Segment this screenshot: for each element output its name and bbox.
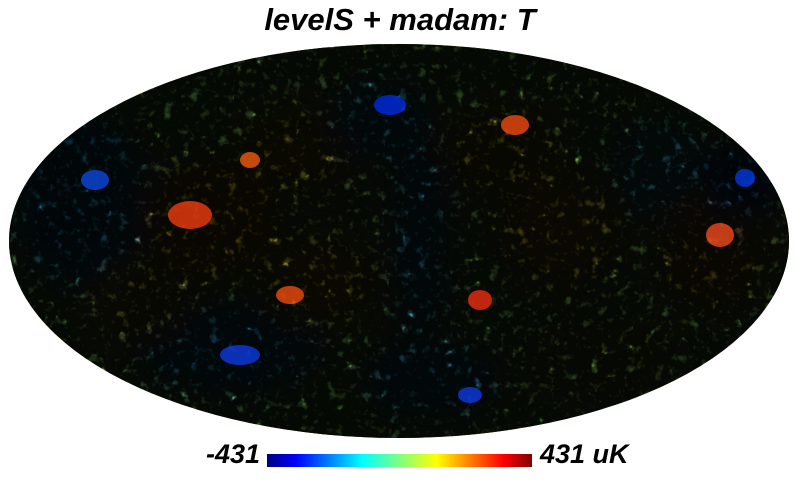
- cold-spots: [81, 95, 755, 403]
- hot-spots: [168, 115, 734, 310]
- sky-map-pixels: [9, 44, 789, 438]
- colorbar-max-label: 431 uK: [540, 439, 629, 469]
- colorbar-min-label: -431: [205, 439, 260, 469]
- colorbar-gradient: [267, 454, 532, 467]
- map-title: levelS + madam: T: [264, 2, 536, 37]
- colorbar: [267, 454, 532, 467]
